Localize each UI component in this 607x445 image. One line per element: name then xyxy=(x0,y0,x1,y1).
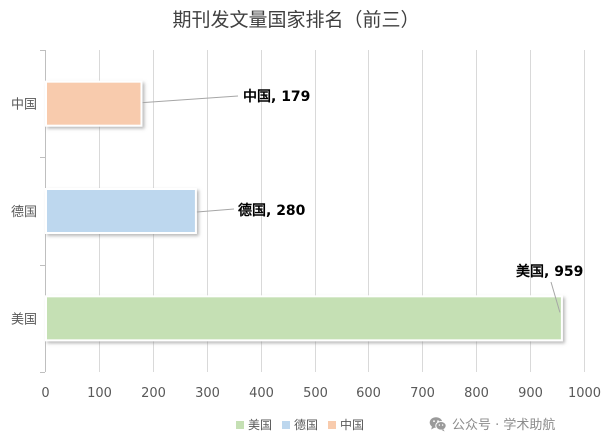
bar-0 xyxy=(45,80,143,127)
legend-label: 美国 xyxy=(248,418,273,432)
y-category-label: 中国 xyxy=(11,98,37,113)
gridlines: 0 100 200 300 400 500 600 700 800 900 1000 xyxy=(41,50,601,401)
data-labels: 中国, 179 德国, 280 美国, 959 xyxy=(142,88,583,313)
leader-line xyxy=(142,95,239,104)
y-category-label: 美国 xyxy=(11,312,37,327)
wechat-icon xyxy=(429,416,447,432)
x-tick-label: 600 xyxy=(356,386,381,401)
x-tick-label: 700 xyxy=(410,386,435,401)
legend-label: 德国 xyxy=(294,418,319,432)
legend-label: 中国 xyxy=(340,418,365,432)
data-label: 美国, 959 xyxy=(516,263,583,280)
legend-swatch-1 xyxy=(282,420,291,429)
bar-1 xyxy=(45,188,197,234)
x-tick-label: 200 xyxy=(141,386,166,401)
x-tick-label: 500 xyxy=(303,386,328,401)
x-tick-label: 400 xyxy=(249,386,274,401)
leader-line xyxy=(196,208,235,213)
y-category-label: 德国 xyxy=(11,205,37,220)
legend-item-usa: 美国 xyxy=(236,416,272,433)
x-tick-label: 0 xyxy=(41,386,49,401)
legend-swatch-2 xyxy=(328,420,337,429)
chart-title: 期刊发文量国家排名（前三） xyxy=(172,9,420,31)
legend-swatch-0 xyxy=(236,420,244,429)
data-label: 德国, 280 xyxy=(238,202,306,219)
x-tick-label: 800 xyxy=(464,386,489,401)
legend-item-china: 中国 xyxy=(328,416,364,433)
x-tick-label: 900 xyxy=(518,386,543,401)
leader-line xyxy=(550,281,561,313)
x-tick-label: 100 xyxy=(87,386,112,401)
data-label: 中国, 179 xyxy=(243,88,310,105)
x-tick-label: 300 xyxy=(195,386,220,401)
legend-item-germany: 德国 xyxy=(282,416,318,433)
bar-2 xyxy=(45,295,563,342)
x-tick-label: 1000 xyxy=(568,386,601,401)
legend: 美国 德国 中国 xyxy=(236,416,364,433)
watermark-text: 公众号 · 学术助航 xyxy=(452,418,556,433)
bars xyxy=(45,80,563,342)
watermark: 公众号 · 学术助航 xyxy=(429,414,555,433)
